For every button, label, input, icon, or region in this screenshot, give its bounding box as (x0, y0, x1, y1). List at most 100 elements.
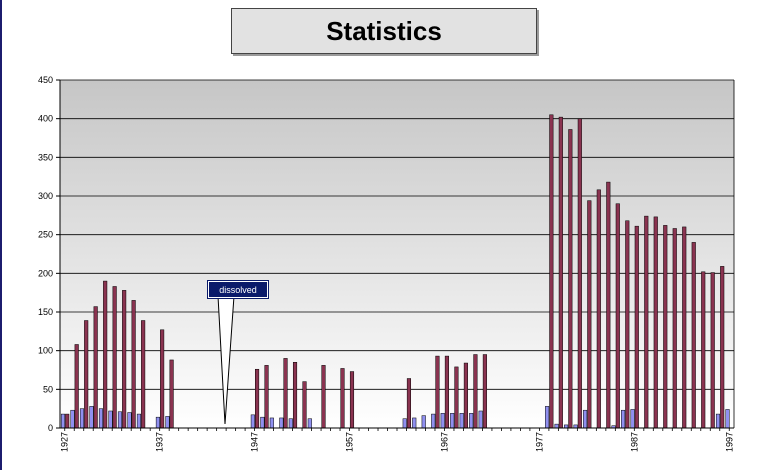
bar-1935-s2 (141, 320, 146, 429)
y-tick-label: 50 (43, 384, 53, 394)
bar-1996-s2 (720, 266, 725, 429)
x-tick-label: 1927 (60, 432, 70, 452)
bar-1948-s2 (264, 365, 269, 429)
bar-1938-s2 (169, 359, 174, 429)
annotation-callout: dissolved (207, 280, 269, 299)
bar-1986-s2 (625, 220, 630, 429)
gridlines (60, 79, 734, 390)
x-tick-label: 1987 (629, 432, 639, 452)
x-tick-label: 1977 (534, 432, 544, 452)
y-tick-label: 400 (38, 114, 53, 124)
bar-1995-s2 (710, 272, 715, 429)
bar-1951-s2 (292, 362, 298, 429)
bar-1970-s1 (469, 413, 474, 429)
bar-1956-s2 (340, 368, 345, 429)
bar-1947-s2 (255, 368, 260, 429)
y-tick-label: 200 (38, 268, 53, 278)
chart-title-box: Statistics (231, 8, 537, 54)
bar-1980-s2 (568, 129, 573, 429)
bar-1982-s1 (583, 409, 588, 429)
bar-1964-s1 (412, 417, 417, 429)
bar-1971-s2 (482, 354, 487, 429)
x-tick-labels: 1927 1937 1947 1957 1967 1977 1987 1997 (60, 432, 735, 452)
bar-1953-s1 (307, 418, 312, 429)
bar-1965-s1 (421, 415, 426, 429)
y-tick-label: 0 (48, 423, 53, 433)
bar-1927-s2 (65, 413, 70, 429)
bar-1968-s2 (454, 366, 459, 429)
bar-1979-s2 (558, 116, 563, 429)
bar-1934-s1 (127, 412, 132, 429)
bar-1990-s2 (663, 225, 668, 429)
window-frame-left (0, 0, 2, 470)
bar-1989-s2 (653, 216, 658, 429)
y-tick-label: 150 (38, 307, 53, 317)
bar-1929-s1 (79, 408, 85, 429)
x-tick-label: 1997 (724, 432, 734, 452)
bar-1996-s1 (715, 413, 721, 429)
bar-1934-s2 (131, 300, 136, 429)
bar-1982-s2 (587, 200, 592, 429)
axes (56, 79, 735, 431)
bar-1932-s1 (108, 410, 113, 429)
bar-1993-s2 (691, 242, 696, 429)
bar-1970-s2 (473, 354, 478, 429)
bar-1950-s2 (283, 358, 288, 429)
bar-1985-s2 (615, 203, 620, 429)
bar-1947-s1 (250, 414, 255, 429)
bar-1933-s1 (117, 411, 123, 429)
bar-1954-s2 (321, 365, 326, 429)
y-tick-labels: 0 50 100 150 200 250 300 350 400 450 (38, 75, 53, 433)
bar-1986-s1 (621, 409, 626, 429)
bar-1928-s1 (70, 409, 75, 429)
chart-title: Statistics (326, 15, 442, 46)
y-tick-label: 350 (38, 152, 53, 162)
y-tick-label: 450 (38, 75, 53, 85)
bar-1957-s2 (349, 371, 355, 429)
bar-1968-s1 (450, 413, 455, 429)
bar-1983-s2 (596, 189, 601, 429)
bar-1978-s2 (549, 114, 554, 429)
bar-1992-s2 (682, 226, 687, 429)
bar-1932-s2 (112, 286, 117, 429)
bar-1969-s2 (463, 362, 468, 429)
x-tick-label: 1937 (155, 432, 165, 452)
bar-1937-s2 (160, 329, 165, 429)
bar-1987-s2 (634, 225, 639, 429)
bar-1969-s1 (459, 413, 464, 429)
bar-1967-s1 (440, 413, 445, 429)
bar-1988-s2 (644, 215, 649, 429)
bar-1950-s1 (279, 417, 284, 429)
bar-1928-s2 (74, 344, 79, 429)
bar-1938-s1 (165, 416, 170, 429)
bar-1997-s1 (725, 409, 730, 429)
bar-1933-s2 (122, 290, 127, 429)
y-tick-label: 300 (38, 191, 53, 201)
bar-1963-s1 (402, 418, 407, 429)
bar-1966-s1 (431, 413, 436, 429)
bar-1929-s2 (84, 320, 89, 429)
x-tick-label: 1947 (250, 432, 260, 452)
y-tick-label: 250 (38, 230, 53, 240)
y-tick-label: 100 (38, 346, 53, 356)
bar-1931-s2 (103, 280, 108, 429)
bar-1930-s2 (93, 306, 98, 429)
bar-1952-s2 (302, 381, 307, 429)
bar-1951-s1 (288, 418, 293, 429)
bar-1927-s1 (60, 413, 66, 429)
bar-1967-s2 (444, 355, 449, 429)
annotation-text: dissolved (219, 284, 257, 295)
bar-1984-s2 (606, 181, 611, 429)
bar-1931-s1 (98, 408, 104, 429)
bar-1949-s1 (269, 417, 274, 429)
bar-1930-s1 (89, 406, 94, 429)
bar-1994-s2 (701, 271, 706, 429)
bar-1978-s1 (545, 406, 550, 429)
bar-1963-s2 (406, 378, 411, 429)
bar-1935-s1 (136, 413, 141, 429)
x-tick-label: 1957 (345, 432, 355, 452)
bar-1937-s1 (155, 416, 160, 429)
bar-1966-s2 (435, 355, 440, 429)
bar-1987-s1 (630, 409, 635, 429)
